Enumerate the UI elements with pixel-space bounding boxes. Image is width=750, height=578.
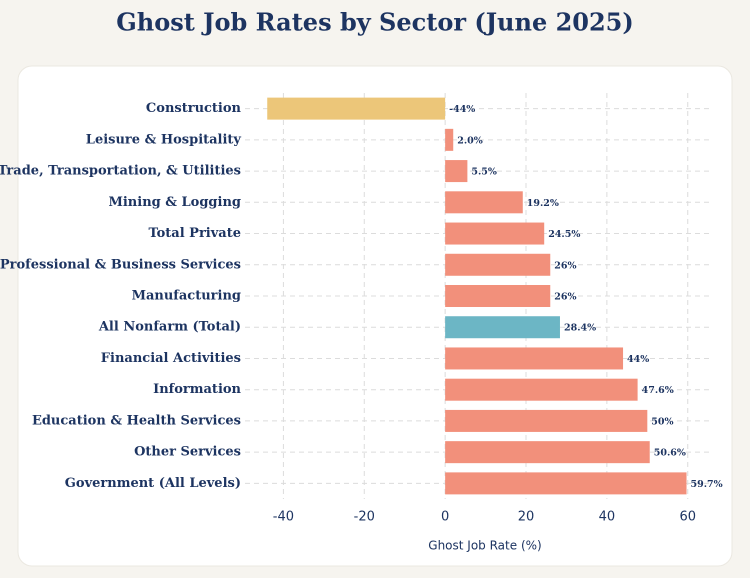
value-label: 44%: [627, 354, 649, 365]
y-tick-label: Education & Health Services: [32, 413, 241, 428]
value-label: 50.6%: [654, 448, 686, 459]
x-tick-label: 40: [599, 510, 616, 525]
chart-title: Ghost Job Rates by Sector (June 2025): [116, 8, 633, 37]
value-label: 50%: [651, 416, 673, 427]
y-tick-label: Financial Activities: [101, 351, 241, 366]
x-tick-label: -20: [354, 510, 375, 525]
y-tick-label: Total Private: [148, 226, 241, 241]
bar: [445, 409, 648, 432]
y-tick-label: Construction: [146, 101, 242, 116]
bar: [445, 222, 545, 245]
bar: [445, 347, 624, 370]
bar: [445, 253, 551, 276]
value-label: 19.2%: [527, 198, 559, 209]
bar: [445, 472, 687, 495]
value-label: 59.7%: [691, 479, 723, 490]
x-tick-label: 0: [441, 510, 449, 525]
x-axis-title: Ghost Job Rate (%): [428, 539, 541, 553]
x-tick-label: 20: [518, 510, 535, 525]
chart-card: [17, 65, 733, 567]
value-label: 28.4%: [564, 323, 596, 334]
bar: [445, 378, 638, 401]
bar: [267, 97, 446, 120]
bar: [445, 316, 560, 339]
y-tick-label: Government (All Levels): [65, 476, 241, 491]
value-label: -44%: [449, 104, 475, 115]
y-tick-label: Information: [153, 382, 241, 397]
x-tick-label: -40: [273, 510, 294, 525]
value-label: 26%: [554, 292, 576, 303]
bar: [445, 441, 650, 464]
bar: [445, 128, 454, 151]
y-tick-label: Mining & Logging: [108, 195, 241, 210]
value-label: 5.5%: [471, 167, 497, 178]
value-label: 2.0%: [457, 135, 483, 146]
bar: [445, 191, 523, 214]
y-tick-label: Leisure & Hospitality: [86, 132, 242, 147]
y-tick-label: Trade, Transportation, & Utilities: [0, 164, 241, 179]
value-label: 24.5%: [548, 229, 580, 240]
value-label: 47.6%: [642, 385, 674, 396]
y-tick-label: Professional & Business Services: [0, 257, 241, 272]
bar: [445, 285, 551, 307]
bar: [445, 160, 468, 183]
y-tick-label: All Nonfarm (Total): [98, 320, 241, 335]
x-tick-label: 60: [679, 510, 696, 525]
y-tick-label: Manufacturing: [132, 289, 241, 304]
value-label: 26%: [554, 260, 576, 271]
y-tick-label: Other Services: [134, 445, 241, 460]
